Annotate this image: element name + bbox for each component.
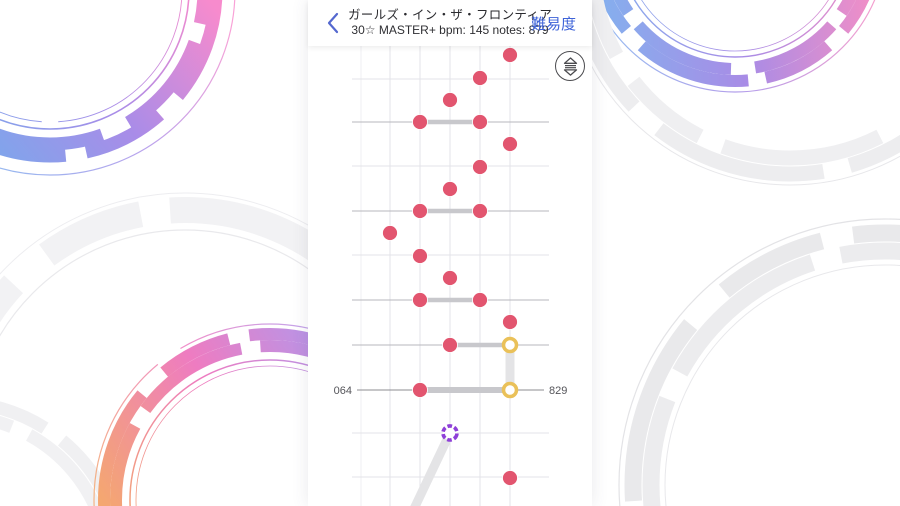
note-tap — [472, 203, 488, 219]
note-tap — [472, 114, 488, 130]
note-tap — [472, 70, 488, 86]
note-slide — [441, 424, 459, 442]
song-title: ガールズ・イン・ザ・フロンティア — [347, 8, 553, 22]
note-tap — [412, 114, 428, 130]
note-long — [501, 381, 519, 399]
song-meta: 30☆ MASTER+ bpm: 145 notes: 879 — [351, 23, 549, 37]
hold-bar — [410, 428, 455, 506]
song-title-block: ガールズ・イン・ザ・フロンティア 30☆ MASTER+ bpm: 145 no… — [348, 8, 552, 38]
expand-collapse-button[interactable] — [555, 51, 585, 81]
difficulty-button[interactable]: 難易度 — [527, 11, 580, 36]
note-tap — [412, 382, 428, 398]
note-tap — [442, 270, 458, 286]
note-tap — [442, 337, 458, 353]
note-tap — [442, 92, 458, 108]
note-long — [501, 336, 519, 354]
note-tap — [502, 47, 518, 63]
note-tap — [412, 203, 428, 219]
decor-ring-bottomright-gray — [618, 218, 900, 506]
note-tap — [442, 181, 458, 197]
measure-label-right: 829 — [549, 385, 567, 397]
note-tap — [502, 470, 518, 486]
note-tap — [502, 136, 518, 152]
expand-collapse-triangles-icon — [563, 56, 577, 76]
decor-ring-topleft-gradient — [0, 0, 236, 176]
back-button[interactable] — [318, 6, 348, 40]
decor-ring-topright-gray — [568, 0, 900, 186]
measure-label-left: 064 — [334, 385, 352, 397]
chevron-left-icon — [327, 12, 339, 34]
nav-header: ガールズ・イン・ザ・フロンティア 30☆ MASTER+ bpm: 145 no… — [308, 0, 592, 46]
note-tap — [382, 225, 398, 241]
note-tap — [472, 159, 488, 175]
note-tap — [412, 248, 428, 264]
decor-ring-topright-gradient — [594, 0, 876, 93]
note-tap — [472, 292, 488, 308]
note-tap — [412, 292, 428, 308]
note-tap — [502, 314, 518, 330]
